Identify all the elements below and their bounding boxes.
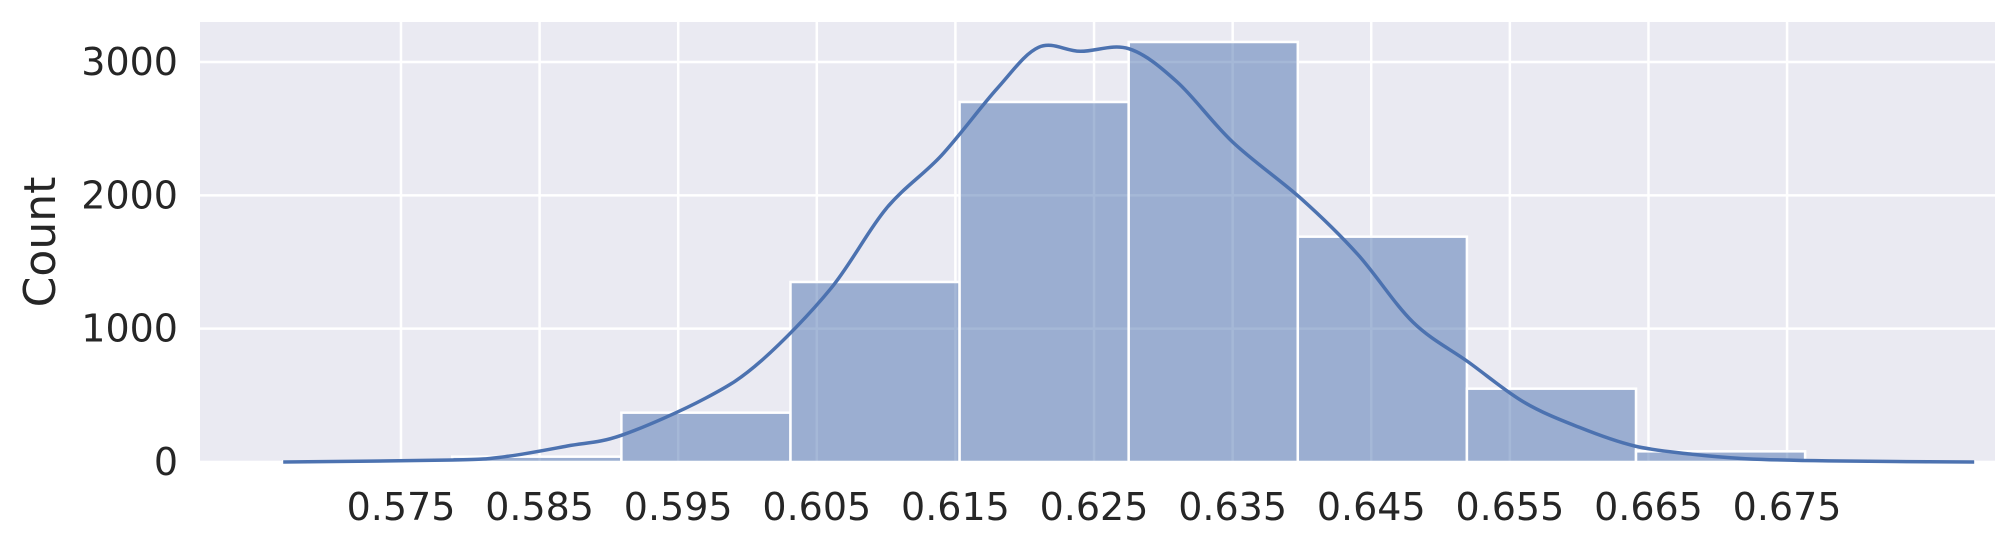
histogram-bar — [958, 100, 1130, 464]
x-tick-label: 0.655 — [1455, 485, 1564, 529]
x-axis-ticks: 0.575 0.585 0.595 0.605 0.615 0.625 0.635 0.645… — [347, 485, 1842, 529]
histogram-bar — [620, 411, 792, 464]
x-tick-label: 0.585 — [485, 485, 594, 529]
x-tick-label: 0.605 — [762, 485, 871, 529]
x-tick-label: 0.665 — [1594, 485, 1703, 529]
kde-curve — [283, 43, 1975, 464]
x-tick-label: 0.615 — [901, 485, 1010, 529]
y-tick-label: 0 — [154, 440, 178, 484]
y-tick-label: 3000 — [81, 40, 178, 84]
x-tick-label: 0.575 — [347, 485, 456, 529]
y-axis-ticks: 0 1000 2000 3000 — [81, 40, 178, 484]
y-tick-label: 2000 — [81, 173, 178, 217]
histogram-bar — [1127, 40, 1300, 464]
x-tick-label: 0.595 — [624, 485, 733, 529]
y-tick-label: 1000 — [81, 307, 178, 351]
x-tick-label: 0.625 — [1040, 485, 1149, 529]
x-tick-label: 0.645 — [1317, 485, 1426, 529]
histogram-bar — [1296, 235, 1469, 464]
x-tick-label: 0.675 — [1733, 485, 1842, 529]
histogram-bars — [281, 40, 1976, 464]
y-axis-label: Count — [15, 177, 66, 308]
x-tick-label: 0.635 — [1178, 485, 1287, 529]
histogram-bar — [789, 280, 961, 464]
histogram-bar — [1465, 387, 1638, 464]
